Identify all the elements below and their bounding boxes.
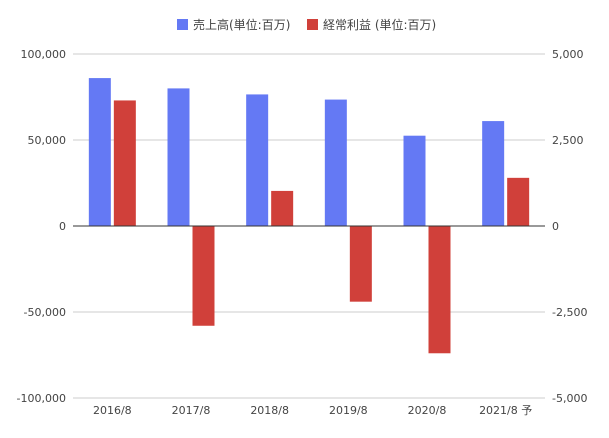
left-tick-label: 0 (59, 220, 66, 233)
right-tick-label: -2,500 (552, 306, 587, 319)
bar-ordinary-profit (349, 226, 372, 302)
x-tick-label: 2016/8 (93, 404, 132, 417)
right-axis: -5,000 -2,500 0 2,500 5,000 (552, 48, 587, 405)
bar-revenue (246, 94, 269, 226)
x-tick-label: 2019/8 (329, 404, 368, 417)
right-tick-label: -5,000 (552, 392, 587, 405)
bar-ordinary-profit (113, 100, 136, 226)
legend: 売上高(単位:百万) 経常利益 (単位:百万) (177, 17, 436, 32)
right-tick-label: 0 (552, 220, 559, 233)
bar-ordinary-profit (271, 190, 294, 226)
bar-revenue (482, 121, 505, 226)
bars (88, 78, 530, 354)
bar-revenue (324, 99, 347, 226)
right-tick-label: 5,000 (552, 48, 584, 61)
bar-revenue (403, 135, 426, 226)
x-axis: 2016/8 2017/8 2018/8 2019/8 2020/8 2021/8 予 (73, 225, 545, 417)
bar-revenue (88, 78, 111, 226)
x-tick-label: 2021/8 予 (479, 404, 532, 417)
left-tick-label: 100,000 (21, 48, 67, 61)
legend-label: 売上高(単位:百万) (193, 17, 290, 32)
x-tick-label: 2017/8 (172, 404, 211, 417)
left-axis: -100,000 -50,000 0 50,000 100,000 (17, 48, 66, 405)
bar-ordinary-profit (428, 226, 451, 354)
legend-swatch (307, 19, 318, 30)
x-tick-label: 2020/8 (408, 404, 447, 417)
legend-label: 経常利益 (単位:百万) (323, 17, 436, 32)
bar-ordinary-profit (192, 226, 215, 326)
left-tick-label: -100,000 (17, 392, 66, 405)
bar-ordinary-profit (507, 177, 530, 226)
left-tick-label: 50,000 (28, 134, 67, 147)
x-tick-label: 2018/8 (250, 404, 289, 417)
legend-swatch (177, 19, 188, 30)
bar-revenue (167, 88, 190, 227)
left-tick-label: -50,000 (24, 306, 66, 319)
right-tick-label: 2,500 (552, 134, 584, 147)
